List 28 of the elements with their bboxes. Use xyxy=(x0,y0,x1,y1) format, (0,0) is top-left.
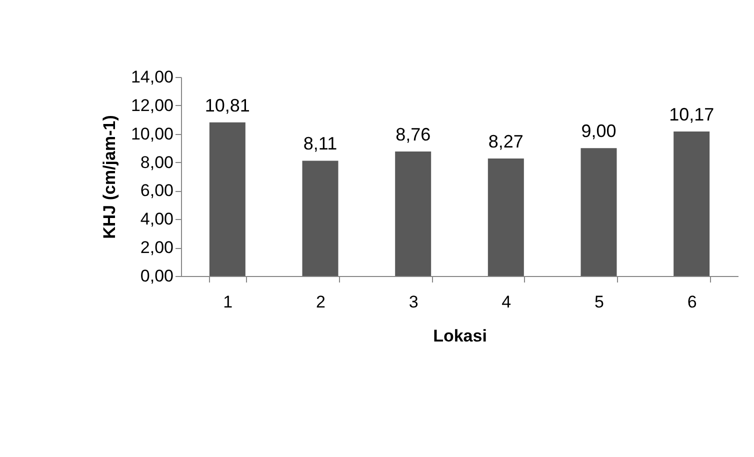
y-axis-title: KHJ (cm/jam-1) xyxy=(100,115,119,239)
x-tick-label: 1 xyxy=(223,292,233,312)
x-tick-label: 2 xyxy=(316,292,326,312)
bar xyxy=(395,151,432,276)
bar xyxy=(674,131,710,276)
data-label: 10,17 xyxy=(669,104,714,124)
data-label: 10,81 xyxy=(204,95,250,116)
y-tick-label: 2,00 xyxy=(140,238,174,258)
data-label: 8,11 xyxy=(303,134,338,154)
data-label: 9,00 xyxy=(581,121,616,142)
y-tick-label: 10,00 xyxy=(130,124,174,144)
y-tick-label: 12,00 xyxy=(130,96,174,115)
bar xyxy=(488,158,524,276)
y-tick-label: 0,00 xyxy=(140,266,174,286)
x-tick-label: 3 xyxy=(408,292,418,312)
data-label: 8,76 xyxy=(396,124,431,144)
bar xyxy=(302,160,338,276)
y-tick-label: 14,00 xyxy=(130,68,174,86)
x-axis-title: Lokasi xyxy=(433,326,487,346)
y-tick-label: 4,00 xyxy=(140,210,174,229)
y-tick-label: 6,00 xyxy=(140,181,174,200)
x-tick-label: 5 xyxy=(594,292,604,312)
bar xyxy=(580,148,617,276)
data-label: 8,27 xyxy=(488,131,524,152)
bar xyxy=(209,122,246,276)
y-tick-label: 8,00 xyxy=(140,152,174,172)
x-tick-label: 4 xyxy=(502,292,512,312)
x-tick-label: 6 xyxy=(687,292,697,312)
